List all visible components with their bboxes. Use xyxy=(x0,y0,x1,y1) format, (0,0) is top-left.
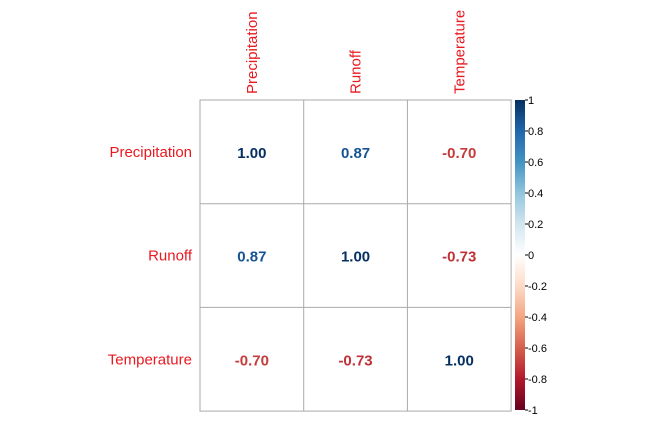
column-label-temperature: Temperature xyxy=(451,10,468,94)
colorbar-tick-label: 0.4 xyxy=(528,188,543,200)
cell-value-0-1: 0.87 xyxy=(341,145,370,162)
colorbar-gradient xyxy=(515,100,525,410)
cell-value-2-0: -0.70 xyxy=(235,352,269,369)
colorbar-tick-label: -1 xyxy=(528,405,538,417)
column-labels: Precipitation Runoff Temperature xyxy=(244,10,468,94)
colorbar-tick-label: 0.8 xyxy=(528,126,543,138)
matrix-frame xyxy=(199,99,512,412)
row-label-temperature: Temperature xyxy=(108,351,192,368)
column-label-precipitation: Precipitation xyxy=(244,11,261,94)
cell-value-1-2: -0.73 xyxy=(442,249,476,266)
colorbar-tick-label: -0.2 xyxy=(528,281,547,293)
colorbar-tick-label: 1 xyxy=(528,95,534,107)
column-label-runoff: Runoff xyxy=(348,49,365,94)
row-labels: Precipitation Runoff Temperature xyxy=(108,144,193,368)
colorbar-tick-label: 0.6 xyxy=(528,157,543,169)
colorbar-tick-label: 0.2 xyxy=(528,219,543,231)
colorbar: 1 0.8 0.6 0.4 0.2 0 -0.2 -0.4 -0.6 -0.8 -1 xyxy=(515,95,547,417)
cell-value-2-2: 1.00 xyxy=(445,352,474,369)
cell-value-1-0: 0.87 xyxy=(237,249,266,266)
cell-value-0-2: -0.70 xyxy=(442,145,476,162)
colorbar-tick-label: -0.6 xyxy=(528,343,547,355)
colorbar-tick-label: -0.4 xyxy=(528,312,547,324)
cell-value-1-1: 1.00 xyxy=(341,249,370,266)
cell-value-0-0: 1.00 xyxy=(237,145,266,162)
row-label-precipitation: Precipitation xyxy=(109,144,192,161)
colorbar-tick-label: -0.8 xyxy=(528,374,547,386)
row-label-runoff: Runoff xyxy=(148,248,193,265)
colorbar-tick-label: 0 xyxy=(528,250,534,262)
cell-value-2-1: -0.73 xyxy=(338,352,372,369)
matrix-cells: 1.00 0.87 -0.70 0.87 1.00 -0.73 -0.70 -0.73 1.00 xyxy=(199,99,512,412)
